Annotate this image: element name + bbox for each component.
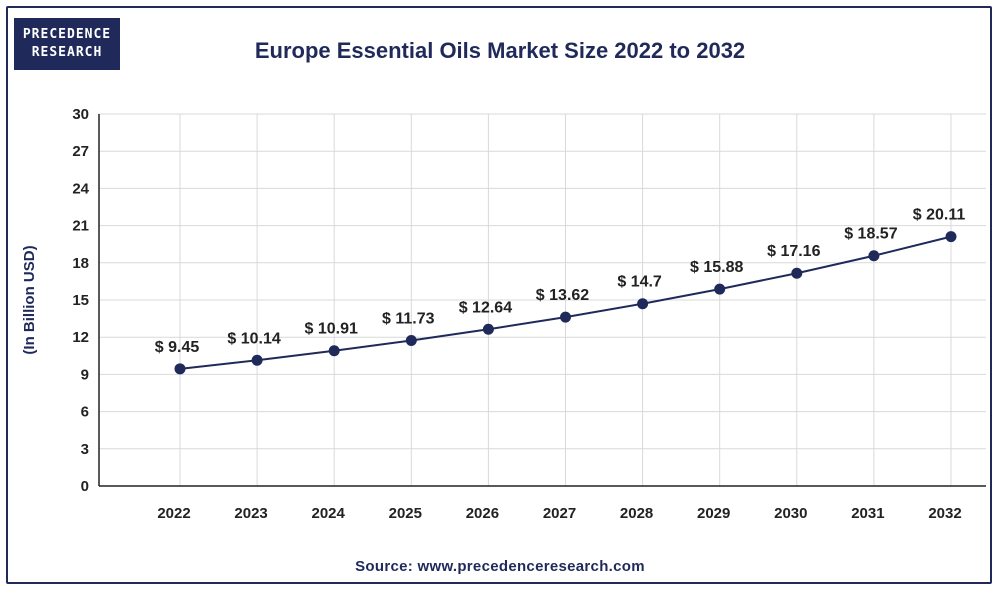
data-label: $ 14.7 — [617, 274, 662, 291]
data-point — [945, 231, 957, 243]
y-tick-labels: 0 3 6 9 12 15 18 21 24 27 30 — [72, 106, 89, 495]
x-tick-label: 2029 — [697, 505, 730, 522]
y-tick-label: 0 — [81, 478, 89, 495]
y-tick-label: 3 — [81, 441, 89, 458]
data-label: $ 9.45 — [155, 339, 200, 356]
x-tick-label: 2030 — [774, 505, 807, 522]
y-tick-label: 15 — [72, 292, 89, 309]
y-tick-label: 9 — [81, 366, 89, 383]
data-label: $ 11.73 — [382, 311, 435, 328]
y-tick-label: 6 — [81, 404, 89, 421]
data-point — [560, 311, 571, 323]
data-point — [482, 323, 494, 335]
x-tick-label: 2026 — [466, 505, 499, 522]
y-tick-label: 24 — [72, 180, 89, 197]
data-label: $ 18.57 — [844, 226, 897, 243]
data-point — [714, 283, 726, 295]
x-tick-label: 2028 — [620, 505, 653, 522]
x-tick-label: 2027 — [543, 505, 576, 522]
data-point — [405, 335, 417, 347]
data-point — [868, 250, 880, 262]
y-tick-label: 21 — [72, 218, 89, 235]
y-axis-label: (In Billion USD) — [21, 245, 38, 354]
data-point — [251, 354, 263, 366]
data-label: $ 15.88 — [690, 259, 743, 276]
gridlines — [99, 113, 986, 486]
x-tick-labels: 2022 2023 2024 2025 2026 2027 2028 2029 2030 2031… — [157, 505, 961, 522]
x-tick-label: 2024 — [312, 505, 346, 522]
data-point — [791, 267, 803, 279]
y-tick-label: 30 — [72, 106, 89, 123]
data-label: $ 10.14 — [227, 330, 280, 347]
y-tick-label: 27 — [72, 143, 89, 160]
data-label: $ 13.62 — [536, 287, 589, 304]
y-tick-label: 18 — [72, 255, 89, 272]
data-label: $ 20.11 — [913, 207, 966, 224]
chart-frame — [6, 6, 992, 584]
axes — [98, 114, 986, 487]
data-point — [174, 363, 186, 375]
data-label: $ 12.64 — [459, 299, 512, 316]
data-points — [174, 231, 957, 375]
data-labels: $ 9.45 $ 10.14 $ 10.91 $ 11.73 $ 12.64 $ 13.6… — [155, 207, 966, 356]
data-label: $ 17.16 — [767, 243, 820, 260]
data-point — [637, 298, 649, 310]
x-tick-label: 2025 — [389, 505, 422, 522]
data-point — [328, 345, 340, 357]
x-tick-label: 2032 — [928, 505, 961, 522]
data-label: $ 10.91 — [305, 321, 358, 338]
precedence-research-logo: PRECEDENCE RESEARCH — [14, 18, 120, 70]
x-tick-label: 2023 — [234, 505, 267, 522]
x-tick-label: 2031 — [851, 505, 884, 522]
logo-line-2: RESEARCH — [31, 45, 103, 60]
source-text: Source: www.precedenceresearch.com — [355, 558, 645, 575]
y-tick-label: 12 — [72, 329, 89, 346]
chart-title: Europe Essential Oils Market Size 2022 t… — [254, 38, 746, 63]
logo-line-1: PRECEDENCE — [22, 27, 112, 42]
x-tick-label: 2022 — [157, 505, 190, 522]
